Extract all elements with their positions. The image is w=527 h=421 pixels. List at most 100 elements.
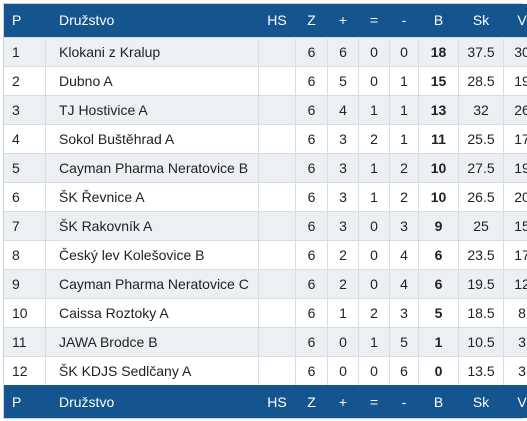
cell-position: 1 — [4, 36, 46, 66]
footer-score: Sk — [472, 393, 490, 410]
cell-games: 6 — [295, 326, 328, 356]
cell-games: 6 — [295, 239, 328, 269]
cell-points: 9 — [418, 210, 459, 240]
cell-hs — [258, 210, 296, 240]
cell-games: 6 — [295, 36, 328, 66]
cell-position: 11 — [4, 326, 46, 356]
header-wins: + — [338, 12, 348, 29]
table-row: 4 Sokol Buštěhrad A 6 3 2 1 11 25.5 17 — [4, 123, 527, 153]
standings-table-container: P Družstvo HS Z + = - B Sk V 1 Klokani z … — [3, 3, 527, 419]
cell-score: 23.5 — [458, 239, 504, 269]
cell-position: 6 — [4, 181, 46, 211]
cell-hs — [258, 152, 296, 182]
header-games: Z — [307, 12, 316, 29]
header-victories: V — [517, 12, 527, 29]
cell-wins: 5 — [327, 65, 359, 95]
cell-losses: 3 — [389, 297, 419, 327]
cell-team: Cayman Pharma Neratovice B — [45, 152, 259, 182]
cell-score: 13.5 — [458, 355, 504, 385]
footer-draws: = — [369, 393, 379, 410]
cell-points: 13 — [418, 94, 459, 124]
cell-draws: 2 — [358, 123, 390, 153]
cell-score: 27.5 — [458, 152, 504, 182]
cell-team: ŠK Řevnice A — [45, 181, 259, 211]
cell-hs — [258, 181, 296, 211]
cell-games: 6 — [295, 123, 328, 153]
cell-score: 19.5 — [458, 268, 504, 298]
footer-points: B — [433, 393, 444, 410]
cell-victories: 3 — [503, 326, 527, 356]
table-row: 8 Český lev Kolešovice B 6 2 0 4 6 23.5 17 — [4, 239, 527, 269]
footer-losses: - — [401, 393, 407, 410]
cell-draws: 1 — [358, 94, 390, 124]
cell-score: 26.5 — [458, 181, 504, 211]
footer-hs: HS — [267, 393, 287, 410]
footer-team: Družstvo — [59, 393, 115, 410]
cell-losses: 3 — [389, 210, 419, 240]
cell-points: 18 — [418, 36, 459, 66]
cell-draws: 2 — [358, 297, 390, 327]
cell-team: Dubno A — [45, 65, 259, 95]
cell-team: Klokani z Kralup — [45, 36, 259, 66]
cell-position: 8 — [4, 239, 46, 269]
cell-hs — [258, 94, 296, 124]
footer-victories: V — [517, 393, 527, 410]
cell-team: Sokol Buštěhrad A — [45, 123, 259, 153]
table-row: 6 ŠK Řevnice A 6 3 1 2 10 26.5 20 — [4, 181, 527, 211]
cell-points: 6 — [418, 268, 459, 298]
cell-hs — [258, 355, 296, 385]
cell-victories: 19 — [503, 152, 527, 182]
cell-team: Český lev Kolešovice B — [45, 239, 259, 269]
cell-draws: 0 — [358, 239, 390, 269]
cell-draws: 0 — [358, 36, 390, 66]
header-draws: = — [369, 12, 379, 29]
table-row: 11 JAWA Brodce B 6 0 1 5 1 10.5 3 — [4, 326, 527, 356]
cell-points: 10 — [418, 181, 459, 211]
cell-victories: 3 — [503, 355, 527, 385]
cell-wins: 3 — [327, 123, 359, 153]
table-row: 1 Klokani z Kralup 6 6 0 0 18 37.5 30 — [4, 36, 527, 66]
cell-hs — [258, 65, 296, 95]
cell-games: 6 — [295, 297, 328, 327]
cell-wins: 3 — [327, 152, 359, 182]
cell-victories: 8 — [503, 297, 527, 327]
cell-hs — [258, 297, 296, 327]
footer-row: P Družstvo HS Z + = - B Sk V — [4, 385, 527, 418]
cell-position: 12 — [4, 355, 46, 385]
cell-team: ŠK Rakovník A — [45, 210, 259, 240]
cell-victories: 26 — [503, 94, 527, 124]
table-row: 10 Caissa Roztoky A 6 1 2 3 5 18.5 8 — [4, 297, 527, 327]
cell-points: 1 — [418, 326, 459, 356]
cell-losses: 2 — [389, 181, 419, 211]
cell-team: Caissa Roztoky A — [45, 297, 259, 327]
cell-score: 18.5 — [458, 297, 504, 327]
cell-score: 37.5 — [458, 36, 504, 66]
cell-score: 28.5 — [458, 65, 504, 95]
cell-position: 3 — [4, 94, 46, 124]
table-row: 5 Cayman Pharma Neratovice B 6 3 1 2 10 27.5 19 — [4, 152, 527, 182]
cell-score: 25.5 — [458, 123, 504, 153]
cell-wins: 0 — [327, 326, 359, 356]
cell-hs — [258, 123, 296, 153]
header-points: B — [433, 12, 444, 29]
cell-position: 5 — [4, 152, 46, 182]
cell-team: ŠK KDJS Sedlčany A — [45, 355, 259, 385]
cell-points: 5 — [418, 297, 459, 327]
cell-wins: 0 — [327, 355, 359, 385]
cell-games: 6 — [295, 268, 328, 298]
cell-score: 32 — [458, 94, 504, 124]
cell-wins: 4 — [327, 94, 359, 124]
cell-score: 10.5 — [458, 326, 504, 356]
cell-losses: 6 — [389, 355, 419, 385]
cell-games: 6 — [295, 65, 328, 95]
table-row: 9 Cayman Pharma Neratovice C 6 2 0 4 6 19.5 12 — [4, 268, 527, 298]
footer-games: Z — [307, 393, 316, 410]
cell-wins: 6 — [327, 36, 359, 66]
cell-score: 25 — [458, 210, 504, 240]
cell-draws: 0 — [358, 355, 390, 385]
cell-losses: 1 — [389, 123, 419, 153]
table-row: 7 ŠK Rakovník A 6 3 0 3 9 25 15 — [4, 210, 527, 240]
standings-table: P Družstvo HS Z + = - B Sk V 1 Klokani z … — [4, 4, 527, 418]
footer-position: P — [12, 393, 22, 410]
cell-wins: 1 — [327, 297, 359, 327]
